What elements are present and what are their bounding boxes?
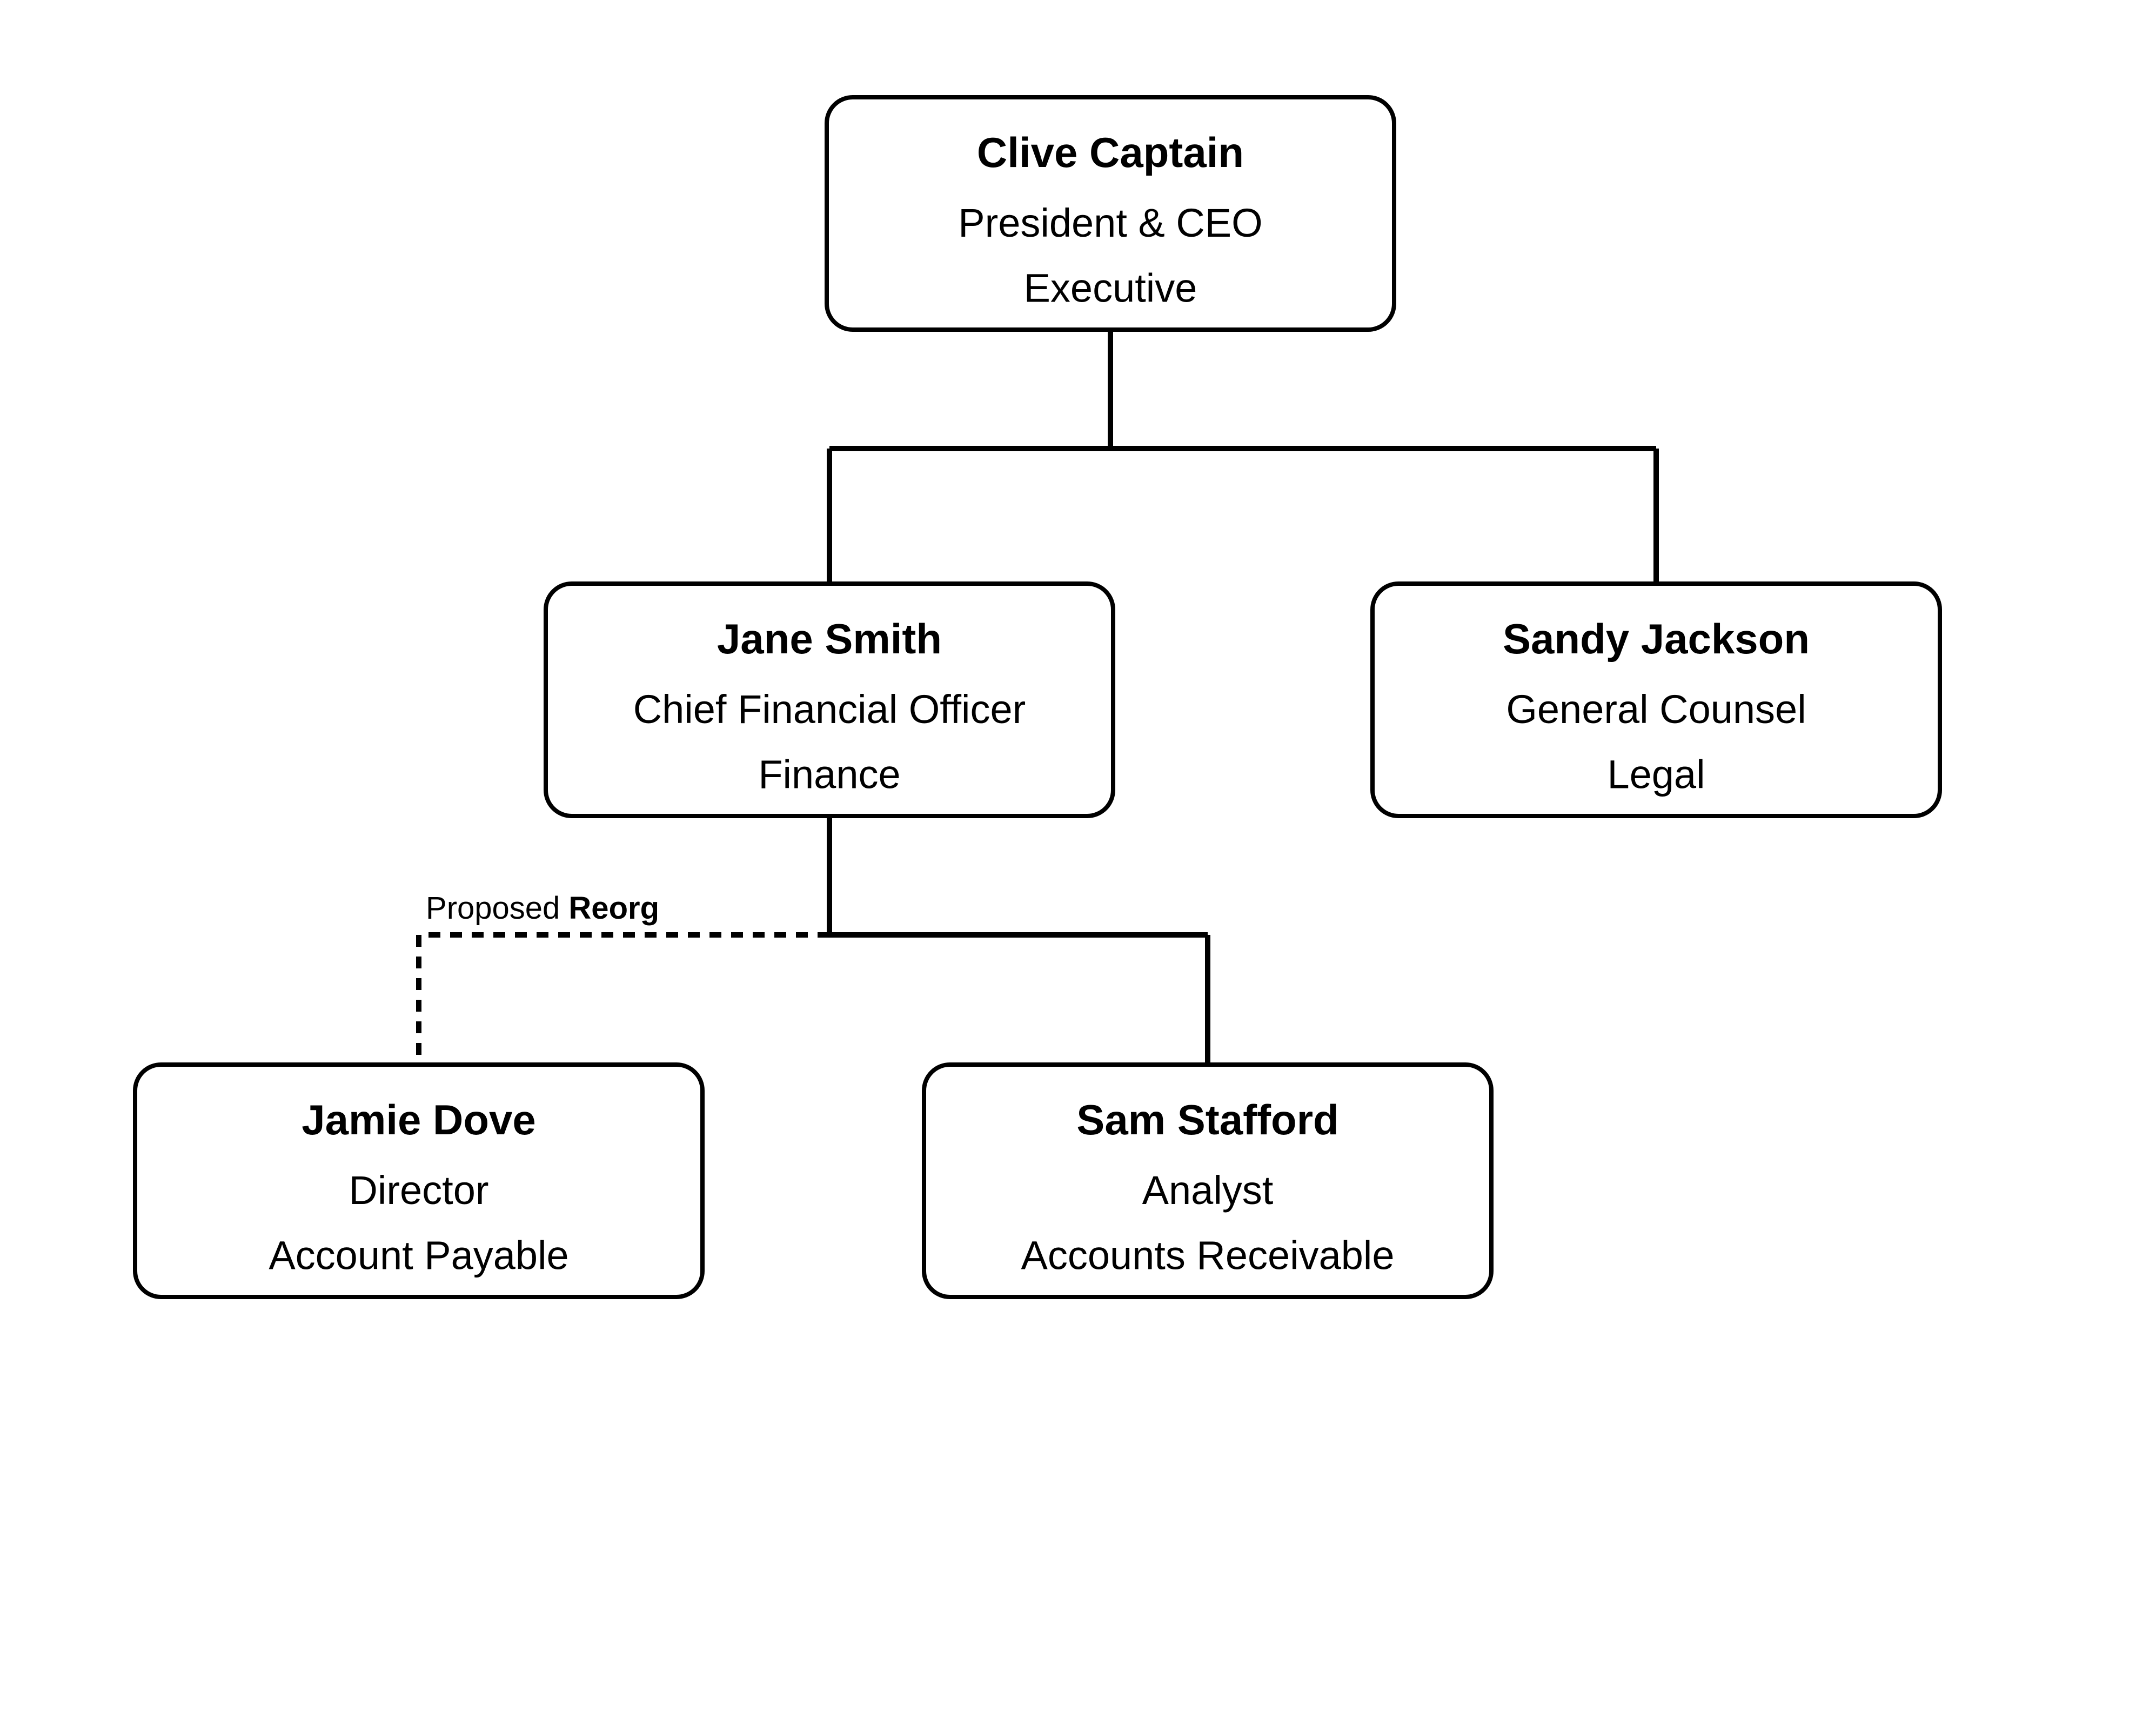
org-node-title: Analyst bbox=[1142, 1168, 1274, 1213]
org-node: Sam Stafford Analyst Accounts Receivable bbox=[924, 1065, 1491, 1297]
org-chart: Proposed Reorg Clive Captain President & C… bbox=[0, 0, 2156, 1712]
org-node: Jamie Dove Director Account Payable bbox=[135, 1065, 702, 1297]
org-node-title: Chief Financial Officer bbox=[633, 687, 1026, 732]
org-node-title: President & CEO bbox=[958, 200, 1262, 245]
org-node-dept: Account Payable bbox=[269, 1233, 568, 1278]
edge-label: Proposed Reorg bbox=[426, 891, 659, 926]
org-node-name: Jane Smith bbox=[717, 615, 942, 663]
org-node-name: Clive Captain bbox=[977, 129, 1244, 176]
org-node-name: Jamie Dove bbox=[302, 1096, 536, 1143]
org-node-name: Sandy Jackson bbox=[1503, 615, 1810, 663]
org-node: Sandy Jackson General Counsel Legal bbox=[1372, 584, 1940, 816]
org-node-dept: Executive bbox=[1024, 265, 1197, 310]
org-node-name: Sam Stafford bbox=[1076, 1096, 1338, 1143]
org-node: Jane Smith Chief Financial Officer Finance bbox=[546, 584, 1113, 816]
org-node: Clive Captain President & CEO Executive bbox=[827, 97, 1394, 330]
org-node-dept: Accounts Receivable bbox=[1021, 1233, 1394, 1278]
org-node-dept: Finance bbox=[758, 752, 900, 797]
org-node-dept: Legal bbox=[1607, 752, 1705, 797]
org-node-title: General Counsel bbox=[1506, 687, 1806, 732]
org-node-title: Director bbox=[349, 1168, 488, 1213]
